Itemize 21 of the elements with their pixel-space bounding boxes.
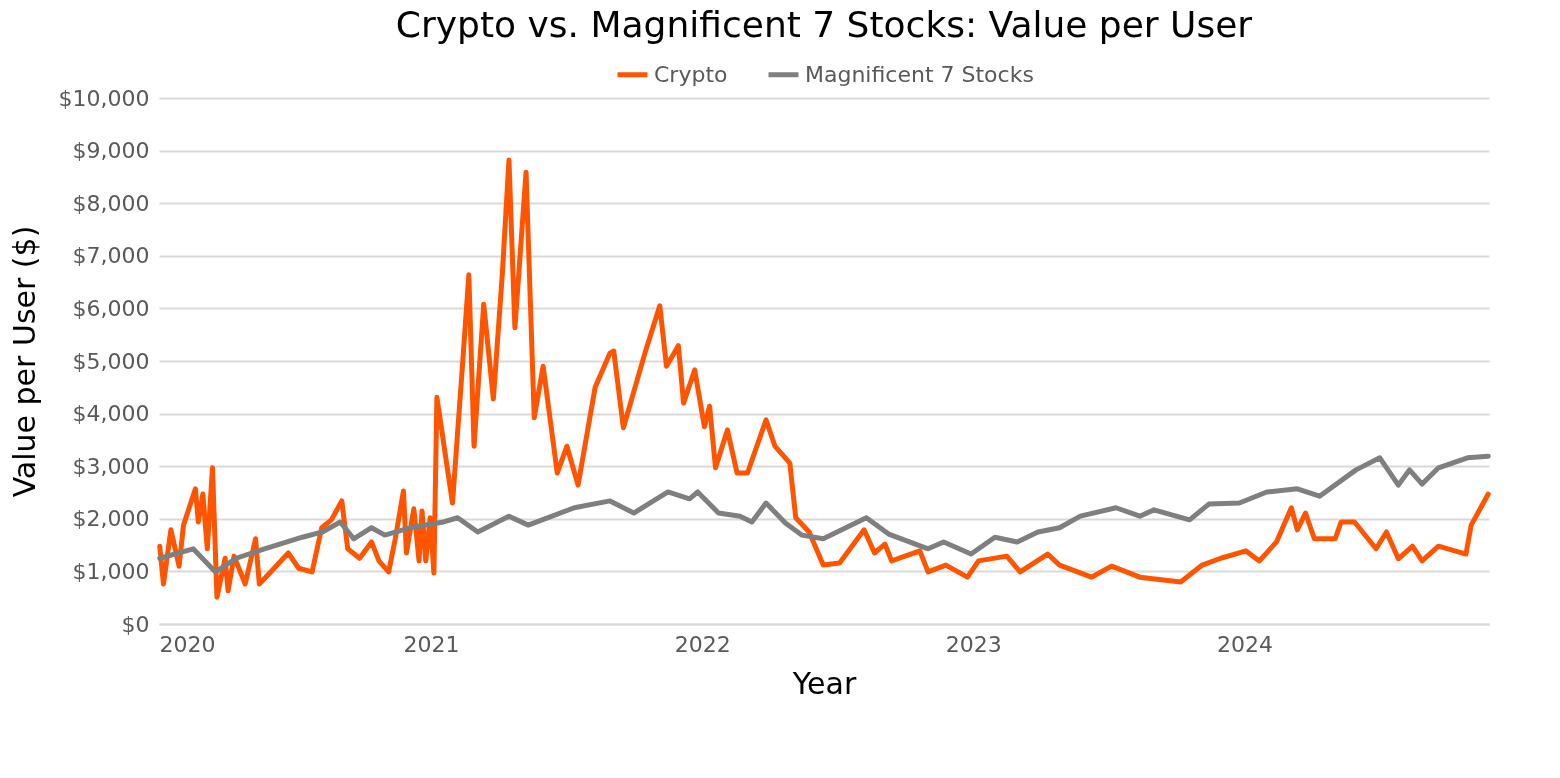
y-tick-label: $2,000 bbox=[72, 506, 150, 532]
x-tick-label: 2021 bbox=[403, 631, 460, 657]
legend-label: Crypto bbox=[654, 61, 728, 87]
y-tick-label: $6,000 bbox=[72, 295, 150, 321]
legend-label: Magnificent 7 Stocks bbox=[805, 61, 1034, 87]
x-axis-title: Year bbox=[791, 665, 857, 701]
y-tick-label: $9,000 bbox=[72, 138, 150, 164]
x-tick-label: 2020 bbox=[159, 631, 216, 657]
chart-title: Crypto vs. Magnificent 7 Stocks: Value per User bbox=[395, 4, 1253, 45]
x-tick-label: 2023 bbox=[945, 631, 1002, 657]
y-tick-label: $1,000 bbox=[72, 558, 150, 584]
y-tick-label: $7,000 bbox=[72, 243, 150, 269]
y-tick-label: $10,000 bbox=[58, 85, 150, 111]
y-tick-label: $4,000 bbox=[72, 401, 150, 427]
y-tick-label: $0 bbox=[121, 611, 150, 637]
x-tick-label: 2024 bbox=[1217, 631, 1274, 657]
x-tick-label: 2022 bbox=[674, 631, 731, 657]
y-axis-title: Value per User ($) bbox=[6, 225, 42, 498]
y-tick-label: $5,000 bbox=[72, 348, 150, 374]
y-tick-label: $8,000 bbox=[72, 190, 150, 216]
y-tick-label: $3,000 bbox=[72, 453, 150, 479]
